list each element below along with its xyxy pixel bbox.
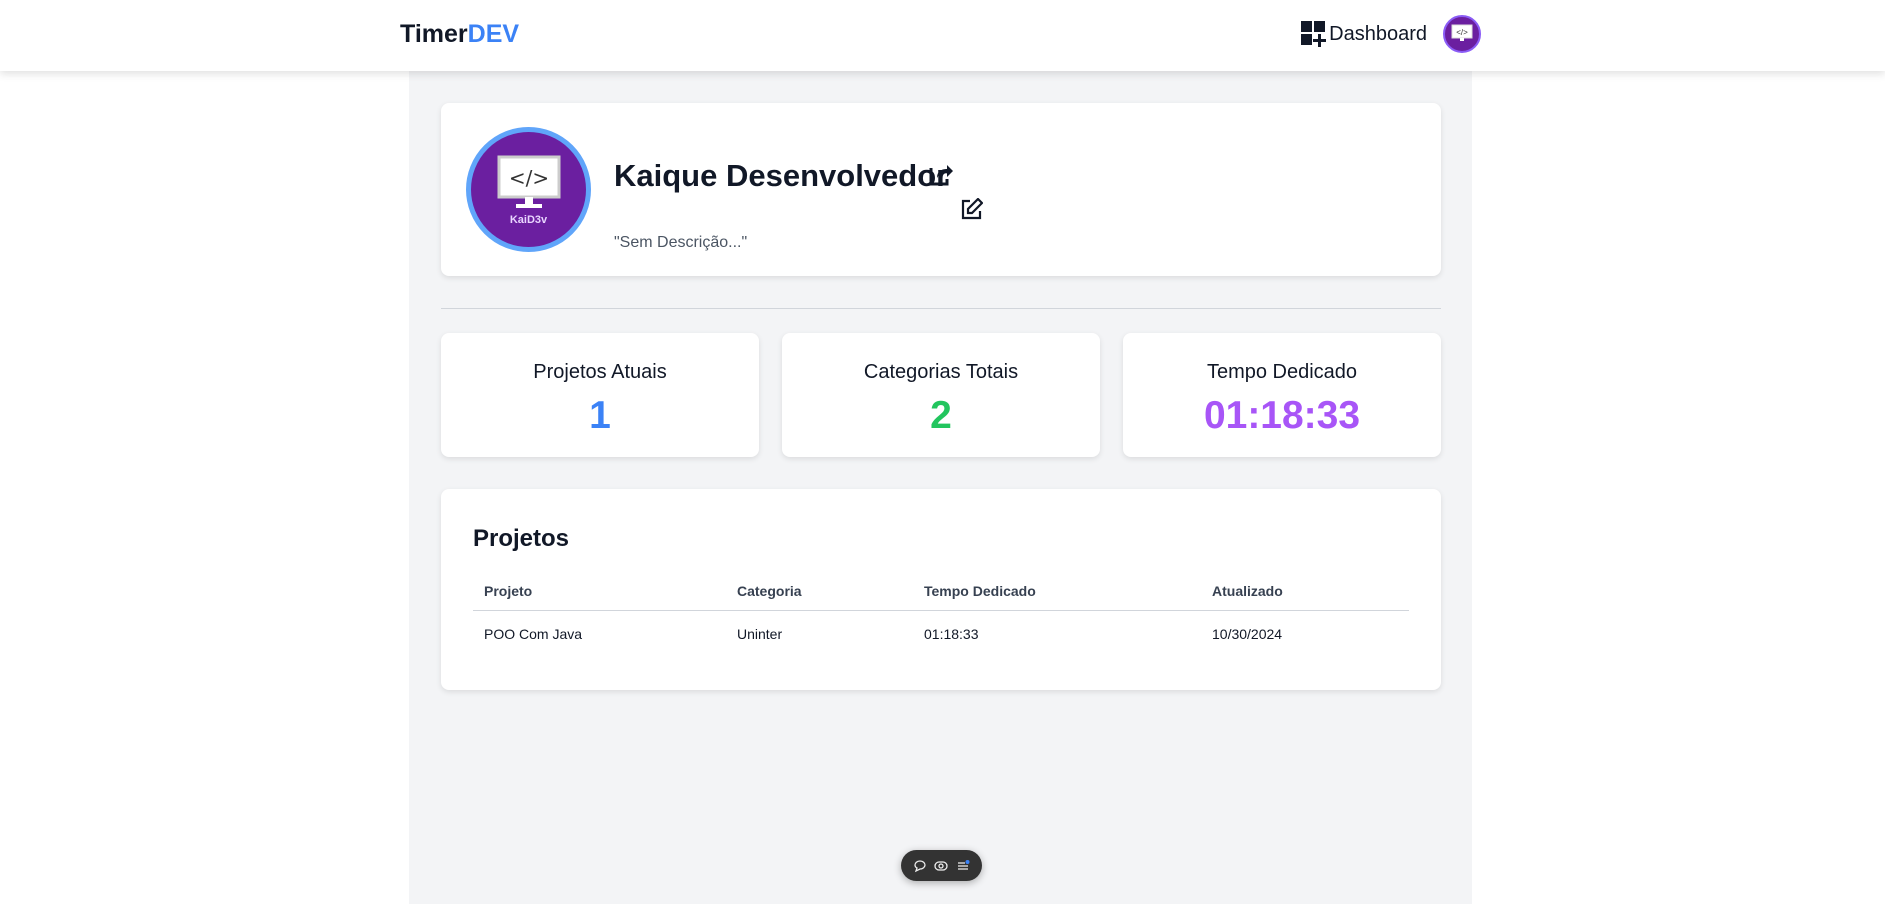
projects-table: Projeto Categoria Tempo Dedicado Atualiz… — [473, 573, 1409, 657]
cell-project: POO Com Java — [484, 626, 583, 642]
toggle-view-icon[interactable] — [934, 859, 949, 873]
dashboard-label: Dashboard — [1329, 22, 1427, 45]
stat-value: 01:18:33 — [1203, 394, 1361, 437]
cell-time: 01:18:33 — [924, 626, 979, 642]
column-header-updated[interactable]: Atualizado — [1201, 573, 1409, 611]
stat-title: Tempo Dedicado — [1206, 361, 1358, 383]
nav-actions: Dashboard </> — [1301, 15, 1481, 53]
stat-card-categories: Categorias Totais 2 — [782, 333, 1100, 457]
dashboard-link[interactable]: Dashboard — [1301, 21, 1427, 47]
profile-card: </> KaiD3v Kaique Desenvolvedor "Sem Des… — [441, 103, 1441, 276]
edit-profile-button[interactable] — [961, 197, 984, 225]
share-icon — [929, 165, 953, 186]
column-header-project[interactable]: Projeto — [473, 573, 726, 611]
cell-updated: 10/30/2024 — [1212, 626, 1283, 642]
table-row[interactable]: POO Com Java Uninter 01:18:33 10/30/2024 — [473, 611, 1409, 658]
column-header-category[interactable]: Categoria — [726, 573, 913, 611]
column-header-time[interactable]: Tempo Dedicado — [913, 573, 1201, 611]
stat-title: Categorias Totais — [863, 361, 1019, 383]
stat-value: 2 — [930, 394, 952, 437]
top-navbar: TimerDEV Dashboard </> — [0, 0, 1885, 71]
stat-value: 1 — [589, 394, 611, 437]
avatar-tag: KaiD3v — [509, 213, 548, 226]
share-button[interactable] — [928, 161, 954, 192]
menu-icon[interactable] — [956, 859, 970, 873]
dashboard-icon — [1301, 21, 1327, 47]
comment-icon[interactable] — [913, 859, 927, 873]
profile-name: Kaique Desenvolvedor — [614, 158, 949, 193]
main-content: </> KaiD3v Kaique Desenvolvedor "Sem Des… — [409, 71, 1472, 904]
stat-card-projects: Projetos Atuais 1 — [441, 333, 759, 457]
projects-title: Projetos — [473, 525, 570, 552]
floating-toolbar — [901, 850, 982, 881]
profile-description: "Sem Descrição..." — [614, 234, 748, 251]
projects-card: Projetos Projeto Categoria Tempo Dedicad… — [441, 489, 1441, 690]
section-divider — [441, 308, 1441, 309]
monitor-code-icon: </> — [1451, 24, 1473, 41]
user-avatar-button[interactable]: </> — [1443, 15, 1481, 53]
profile-avatar: </> KaiD3v — [466, 127, 591, 252]
edit-icon — [961, 197, 984, 220]
stat-card-time: Tempo Dedicado 01:18:33 — [1123, 333, 1441, 457]
logo-text: Timer — [400, 20, 468, 48]
stat-title: Projetos Atuais — [533, 361, 667, 383]
app-logo[interactable]: TimerDEV — [400, 20, 519, 49]
cell-category: Uninter — [737, 626, 783, 642]
svg-text:</>: </> — [1456, 28, 1468, 37]
logo-accent: DEV — [467, 20, 520, 48]
svg-text:</>: </> — [508, 166, 548, 190]
monitor-code-icon: </> — [497, 155, 560, 208]
